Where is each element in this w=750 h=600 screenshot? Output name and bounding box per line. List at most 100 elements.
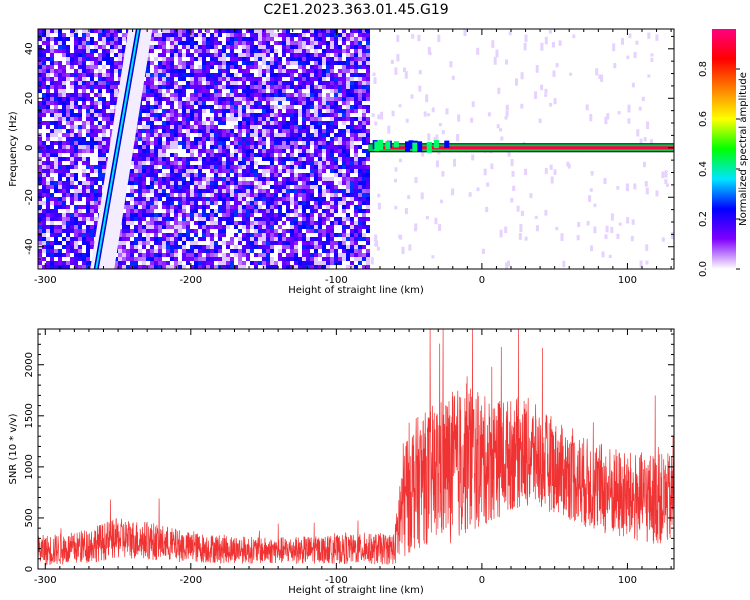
- heatmap-cell: [306, 133, 310, 137]
- heatmap-cell: [166, 113, 170, 117]
- heatmap-cell: [54, 77, 58, 81]
- heatmap-cell: [130, 233, 134, 237]
- heatmap-cell: [278, 33, 282, 37]
- heatmap-cell: [154, 233, 158, 237]
- heatmap-cell: [50, 141, 54, 145]
- spectrogram-x-tick-label: -300: [34, 275, 57, 286]
- heatmap-cell: [246, 117, 250, 121]
- heatmap-cell: [98, 29, 102, 33]
- heatmap-cell: [118, 241, 122, 245]
- heatmap-cell: [246, 41, 250, 45]
- heatmap-cell: [142, 193, 146, 197]
- heatmap-cell: [66, 169, 70, 173]
- heatmap-cell: [354, 165, 358, 169]
- heatmap-cell: [286, 157, 290, 161]
- heatmap-cell: [286, 209, 290, 213]
- heatmap-cell: [278, 141, 282, 145]
- spectrogram-y-tick-label: -40: [24, 239, 35, 255]
- heatmap-cell: [366, 93, 370, 97]
- heatmap-cell: [86, 265, 90, 269]
- heatmap-cell: [641, 96, 645, 102]
- heatmap-cell: [174, 161, 178, 165]
- heatmap-cell: [226, 33, 230, 37]
- heatmap-cell: [495, 49, 499, 58]
- heatmap-cell: [106, 141, 110, 145]
- heatmap-cell: [326, 109, 330, 113]
- heatmap-cell: [134, 157, 138, 161]
- heatmap-cell: [142, 157, 146, 161]
- heatmap-cell: [298, 57, 302, 61]
- heatmap-cell: [238, 185, 242, 189]
- heatmap-cell: [254, 29, 258, 33]
- heatmap-cell: [150, 81, 154, 85]
- heatmap-cell: [310, 237, 314, 241]
- heatmap-cell: [322, 261, 326, 265]
- heatmap-cell: [146, 133, 150, 137]
- spectrogram-x-tick-label: -100: [325, 275, 348, 286]
- heatmap-cell: [234, 85, 238, 89]
- heatmap-cell: [540, 84, 544, 91]
- heatmap-cell: [262, 225, 266, 229]
- heatmap-cell: [158, 69, 162, 73]
- heatmap-cell: [278, 109, 282, 113]
- heatmap-cell: [230, 117, 234, 121]
- heatmap-cell: [420, 192, 424, 200]
- heatmap-cell: [214, 253, 218, 257]
- heatmap-cell: [214, 137, 218, 141]
- heatmap-cell: [138, 181, 142, 185]
- heatmap-cell: [194, 137, 198, 141]
- heatmap-cell: [302, 105, 306, 109]
- heatmap-cell: [238, 261, 242, 265]
- heatmap-cell: [302, 157, 306, 161]
- heatmap-cell: [270, 245, 274, 249]
- snr-y-axis-label: SNR (10 * v/v): [8, 413, 19, 484]
- heatmap-cell: [210, 41, 214, 45]
- heatmap-cell: [42, 229, 46, 233]
- heatmap-cell: [274, 73, 278, 77]
- heatmap-cell: [74, 73, 78, 77]
- heatmap-cell: [206, 197, 210, 201]
- heatmap-cell: [218, 157, 222, 161]
- heatmap-cell: [122, 249, 126, 253]
- heatmap-cell: [262, 113, 266, 117]
- heatmap-cell: [78, 69, 82, 73]
- heatmap-cell: [110, 57, 114, 61]
- heatmap-cell: [42, 109, 46, 113]
- heatmap-cell: [290, 97, 294, 101]
- heatmap-cell: [342, 137, 346, 141]
- heatmap-cell: [86, 177, 90, 181]
- heatmap-cell: [302, 65, 306, 69]
- heatmap-cell: [298, 157, 302, 161]
- heatmap-cell: [627, 118, 631, 124]
- heatmap-cell: [318, 89, 322, 93]
- heatmap-cell: [138, 145, 142, 149]
- heatmap-cell: [354, 45, 358, 49]
- heatmap-cell: [314, 169, 318, 173]
- heatmap-cell: [138, 253, 142, 257]
- heatmap-cell: [310, 105, 314, 109]
- heatmap-cell: [174, 53, 178, 57]
- heatmap-cell: [270, 221, 274, 225]
- heatmap-cell: [346, 153, 350, 157]
- snr-y-tick-label: 1500: [24, 403, 35, 428]
- heatmap-cell: [366, 257, 370, 261]
- heatmap-cell: [166, 133, 170, 137]
- heatmap-cell: [218, 141, 222, 145]
- heatmap-cell: [354, 213, 358, 217]
- heatmap-cell: [206, 137, 210, 141]
- heatmap-cell: [278, 189, 282, 193]
- heatmap-cell: [278, 97, 282, 101]
- heatmap-cell: [170, 73, 174, 77]
- heatmap-cell: [278, 41, 282, 45]
- heatmap-cell: [102, 133, 106, 137]
- heatmap-cell: [342, 65, 346, 69]
- heatmap-cell: [286, 129, 290, 133]
- heatmap-cell: [497, 87, 501, 94]
- heatmap-cell: [318, 33, 322, 37]
- heatmap-cell: [242, 197, 246, 201]
- heatmap-cell: [250, 157, 254, 161]
- heatmap-cell: [310, 245, 314, 249]
- heatmap-cell: [350, 81, 354, 85]
- heatmap-cell: [286, 229, 290, 233]
- heatmap-cell: [254, 205, 258, 209]
